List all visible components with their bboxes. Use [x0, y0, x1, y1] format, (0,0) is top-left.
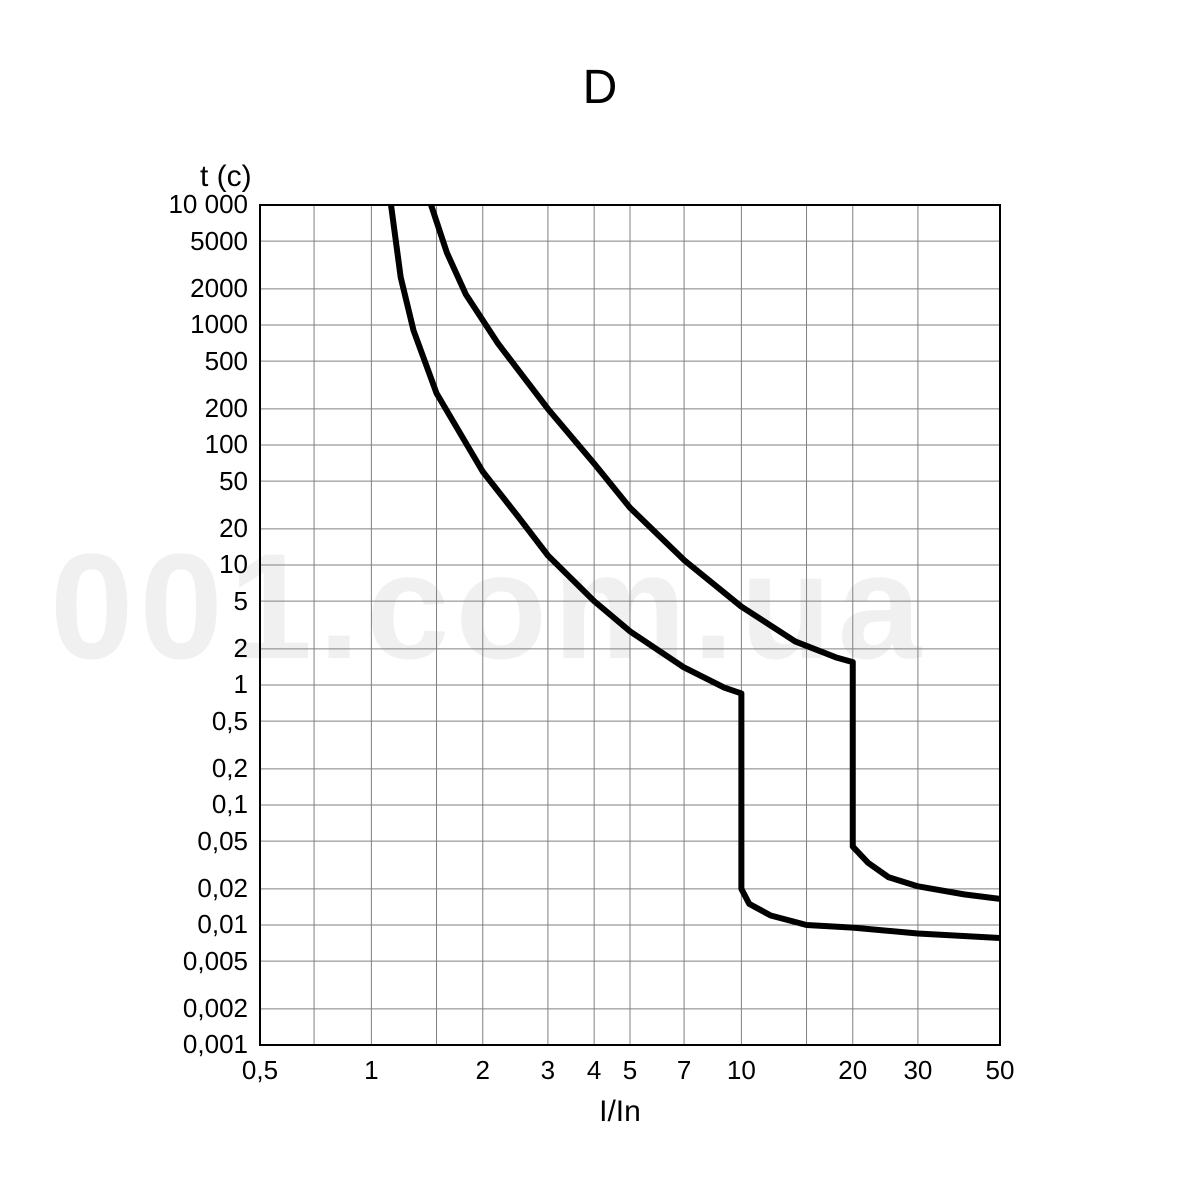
chart-container: 001.com.ua D t (c) I/In 0,0010,0020,0050… — [0, 0, 1200, 1200]
y-tick-label: 1000 — [190, 309, 248, 340]
y-tick-label: 0,002 — [183, 993, 248, 1024]
y-tick-label: 0,01 — [197, 909, 248, 940]
x-tick-label: 0,5 — [230, 1055, 290, 1086]
x-tick-label: 30 — [888, 1055, 948, 1086]
y-tick-label: 500 — [205, 346, 248, 377]
y-tick-label: 50 — [219, 466, 248, 497]
y-tick-label: 0,005 — [183, 946, 248, 977]
y-tick-label: 10 000 — [168, 189, 248, 220]
x-tick-label: 1 — [341, 1055, 401, 1086]
x-tick-label: 2 — [453, 1055, 513, 1086]
y-tick-label: 0,5 — [212, 706, 248, 737]
y-tick-label: 0,02 — [197, 873, 248, 904]
y-tick-label: 5 — [234, 586, 248, 617]
y-tick-label: 0,1 — [212, 789, 248, 820]
y-tick-label: 2000 — [190, 273, 248, 304]
x-tick-label: 10 — [711, 1055, 771, 1086]
x-tick-label: 20 — [823, 1055, 883, 1086]
y-tick-label: 20 — [219, 513, 248, 544]
y-tick-label: 0,05 — [197, 826, 248, 857]
x-tick-label: 50 — [970, 1055, 1030, 1086]
chart-plot — [0, 0, 1200, 1200]
x-tick-label: 7 — [654, 1055, 714, 1086]
y-tick-label: 200 — [205, 393, 248, 424]
y-tick-label: 5000 — [190, 226, 248, 257]
x-tick-label: 5 — [600, 1055, 660, 1086]
y-tick-label: 1 — [234, 669, 248, 700]
y-tick-label: 0,2 — [212, 753, 248, 784]
y-tick-label: 2 — [234, 633, 248, 664]
y-tick-label: 10 — [219, 549, 248, 580]
y-tick-label: 100 — [205, 429, 248, 460]
